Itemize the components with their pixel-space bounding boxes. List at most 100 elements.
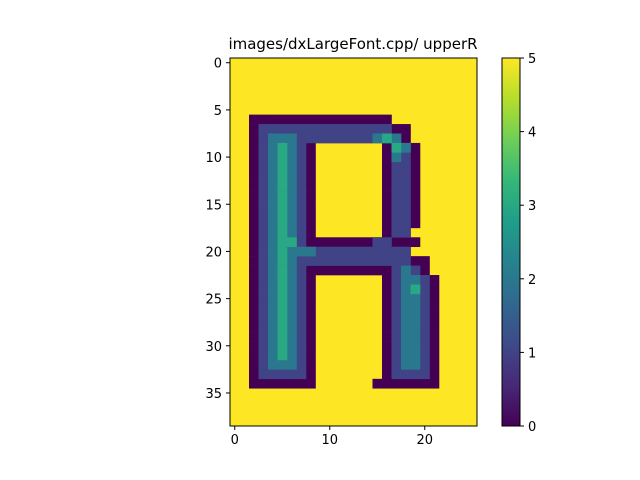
heatmap-cell (268, 256, 278, 266)
heatmap-cell (258, 237, 269, 248)
heatmap-cell (382, 237, 421, 248)
heatmap-cell (258, 359, 269, 370)
heatmap-cell (420, 312, 430, 323)
heatmap-cell (258, 341, 269, 351)
heatmap-cell (258, 124, 383, 134)
heatmap-cell (296, 265, 307, 276)
heatmap-cell (296, 284, 307, 295)
heatmap-cell (268, 152, 278, 163)
heatmap-cell (391, 199, 402, 210)
heatmap-cell (277, 208, 288, 219)
heatmap-cell (296, 359, 307, 370)
heatmap-cell (391, 218, 402, 229)
heatmap-cell (372, 237, 392, 248)
heatmap-cell (258, 152, 269, 163)
heatmap-cell (268, 161, 278, 172)
heatmap-cell (401, 322, 421, 332)
heatmap-cell (258, 322, 269, 332)
heatmap-cell (296, 256, 307, 266)
heatmap-cell (268, 265, 278, 276)
heatmap-cell (277, 303, 288, 314)
heatmap-cell (268, 199, 278, 210)
heatmap-cell (296, 275, 307, 285)
heatmap-cell (277, 142, 288, 153)
heatmap-cell (249, 114, 383, 125)
heatmap-cell (296, 341, 307, 351)
heatmap-cell (268, 208, 278, 219)
colorbar-tick-label: 1 (528, 346, 536, 361)
heatmap-cell (277, 152, 288, 163)
heatmap-cell (268, 190, 278, 200)
heatmap-cell (268, 303, 278, 314)
heatmap-cell (268, 133, 373, 144)
heatmap-cell (268, 359, 297, 370)
heatmap-cell (268, 341, 278, 351)
heatmap-cell (287, 199, 297, 210)
heatmap-cell (391, 227, 402, 238)
heatmap-cell (268, 171, 278, 181)
colorbar: 0 1 2 3 4 5 (501, 52, 536, 435)
heatmap-cell (268, 322, 278, 332)
heatmap-cell (401, 199, 411, 210)
heatmap-cell (258, 161, 269, 172)
heatmap-cell (420, 341, 430, 351)
y-tick-label: 20 (205, 245, 222, 260)
heatmap-cell (277, 293, 288, 304)
y-tick-label: 5 (214, 104, 222, 119)
heatmap-cell (391, 293, 402, 304)
heatmap-cell (391, 152, 402, 163)
heatmap-cell (287, 218, 297, 229)
chart-title: images/dxLargeFont.cpp/ upperR (228, 35, 477, 53)
heatmap-cell (268, 350, 278, 361)
heatmap-cell (258, 284, 269, 295)
heatmap-cell (277, 180, 288, 191)
heatmap-cell (296, 180, 307, 191)
heatmap-cell (401, 359, 421, 370)
colorbar-tick-label: 0 (528, 420, 536, 435)
colorbar-gradient (501, 57, 521, 427)
colorbar-tick-label: 3 (528, 199, 536, 214)
heatmap-cell (296, 293, 307, 304)
x-tick-label: 10 (321, 433, 338, 448)
heatmap-cell (420, 303, 430, 314)
heatmap-cell (287, 303, 297, 314)
heatmap-cell (401, 152, 411, 163)
heatmap-cell (277, 190, 288, 200)
heatmap (230, 58, 477, 426)
heatmap-cell (258, 265, 269, 276)
heatmap-cell (420, 322, 430, 332)
heatmap-cell (287, 312, 297, 323)
heatmap-cell (296, 208, 307, 219)
heatmap-cell (401, 208, 411, 219)
heatmap-cell (296, 237, 307, 248)
heatmap-cell (420, 359, 430, 370)
heatmap-cell (268, 246, 278, 257)
heatmap-cell (401, 331, 421, 342)
heatmap-cell (401, 312, 421, 323)
heatmap-cell (268, 180, 278, 191)
heatmap-cell (296, 303, 307, 314)
heatmap-cell (287, 142, 297, 153)
heatmap-cell (268, 133, 297, 144)
heatmap-cell (420, 331, 430, 342)
heatmap-cell (277, 256, 288, 266)
heatmap-cell (277, 237, 288, 248)
heatmap-cell (306, 256, 402, 266)
heatmap-cell (401, 350, 421, 361)
axes-frame (229, 57, 478, 427)
heatmap-cell (391, 190, 402, 200)
heatmap-cell (287, 256, 297, 266)
heatmap-cell (287, 161, 297, 172)
heatmap-cell (287, 227, 297, 238)
heatmap-cell (410, 284, 421, 295)
heatmap-cell (391, 312, 402, 323)
y-tick-label: 10 (205, 151, 222, 166)
heatmap-cell (258, 190, 269, 200)
heatmap-cell (268, 312, 278, 323)
heatmap-cell (287, 152, 297, 163)
heatmap-cell (277, 284, 288, 295)
heatmap-cell (258, 218, 269, 229)
heatmap-cell (296, 199, 307, 210)
heatmap-cell (258, 350, 269, 361)
